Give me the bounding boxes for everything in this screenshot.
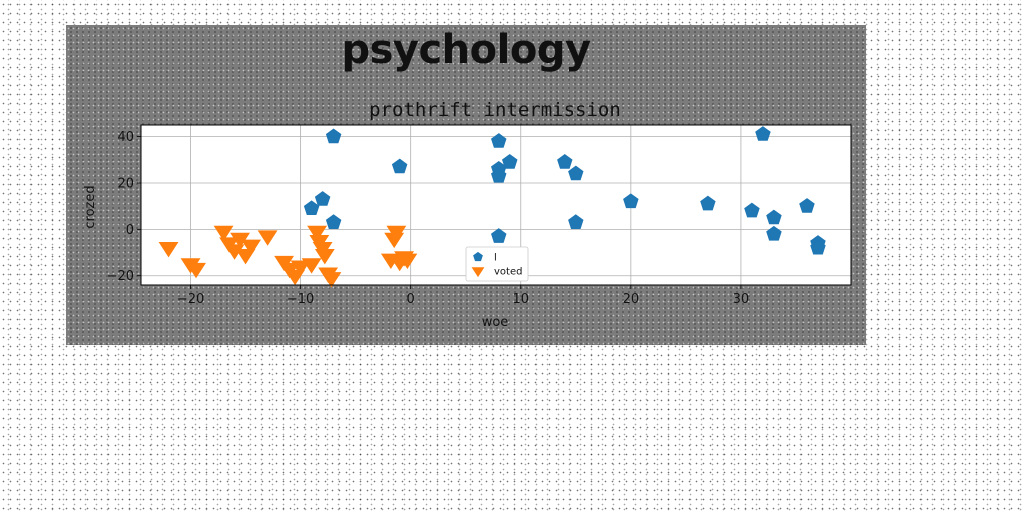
data-point-pentagon — [766, 209, 782, 225]
legend-marker — [471, 267, 485, 278]
data-point-triangle — [158, 241, 179, 258]
legend-label: voted — [494, 267, 522, 278]
data-point-triangle — [257, 230, 278, 246]
data-point-pentagon — [491, 133, 507, 148]
data-point-pentagon — [623, 193, 639, 209]
x-tick-label: −10 — [287, 292, 314, 307]
plot-frame — [140, 124, 852, 286]
data-point-pentagon — [314, 191, 331, 206]
data-point-pentagon — [391, 158, 408, 174]
data-point-pentagon — [766, 225, 782, 241]
data-point-pentagon — [491, 167, 507, 183]
data-point-pentagon — [502, 153, 518, 169]
data-point-pentagon — [755, 126, 771, 141]
x-tick-label: 0 — [407, 292, 415, 307]
x-tick-label: 20 — [623, 292, 640, 307]
data-point-triangle — [321, 272, 342, 288]
data-point-triangle — [397, 253, 418, 269]
data-point-triangle — [301, 258, 322, 274]
data-point-pentagon — [799, 198, 815, 213]
figure-title: psychology — [341, 27, 591, 73]
data-point-triangle — [290, 260, 311, 276]
data-point-pentagon — [491, 228, 507, 243]
figure: psychology prothrift intermission −20 −10… — [66, 25, 866, 345]
data-point-pentagon — [325, 128, 342, 144]
legend-marker — [473, 251, 483, 262]
x-axis-label: woe — [482, 315, 509, 330]
data-point-triangle — [314, 248, 335, 265]
data-point-pentagon — [303, 200, 320, 215]
data-point-pentagon — [568, 165, 584, 181]
data-point-triangle — [386, 225, 407, 242]
plot-area: −20 −10 0 10 20 30 −20 0 20 40 l voted — [107, 124, 852, 307]
data-point-triangle — [186, 262, 206, 279]
y-tick-label: 20 — [117, 176, 134, 191]
y-tick-label: −20 — [107, 269, 134, 284]
y-tick-label: 40 — [117, 130, 134, 145]
x-tick-label: 30 — [733, 292, 750, 307]
data-point-pentagon — [810, 239, 826, 255]
chart-title: prothrift intermission — [369, 99, 621, 121]
y-tick-label: 0 — [126, 223, 134, 238]
data-point-pentagon — [568, 214, 584, 229]
data-point-pentagon — [700, 195, 716, 211]
data-point-pentagon — [325, 214, 342, 229]
x-tick-label: 10 — [512, 292, 529, 307]
data-point-pentagon — [557, 153, 573, 169]
data-point-triangle — [307, 225, 328, 242]
data-point-triangle — [241, 239, 261, 256]
data-point-pentagon — [744, 202, 760, 218]
chart: prothrift intermission −20 −10 0 10 20 30 −20 0… — [83, 99, 852, 330]
x-tick-label: −20 — [177, 292, 204, 307]
y-axis-label: crozed — [83, 185, 98, 228]
legend-label: l — [494, 253, 497, 264]
data-point-triangle — [213, 225, 234, 242]
